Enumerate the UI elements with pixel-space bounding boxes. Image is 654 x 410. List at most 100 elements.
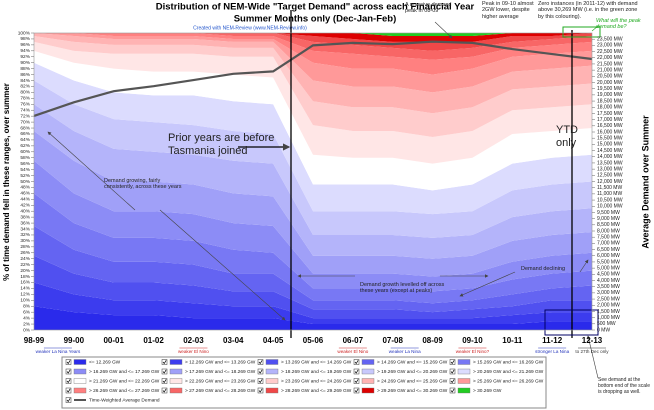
legend-swatch [265,387,279,394]
legend-checkbox [65,368,72,375]
legend-check [258,369,263,374]
y2-tick-label: 14,000 MW [597,154,623,160]
legend-checkbox [353,368,360,375]
legend-checkbox [449,387,456,394]
arrow [459,271,516,297]
arrow [591,25,599,32]
legend-check [162,379,167,384]
legend-label: > 30.269 GW [473,388,502,394]
y-tick-label: 24% [20,256,30,262]
y2-tick-label: 6,000 MW [597,253,620,259]
legend-swatch [73,359,87,365]
y2-tick-label: 1,000 MW [597,315,620,321]
legend-checkbox [161,378,168,384]
plot-area [33,33,593,330]
legend-swatch [73,378,87,384]
chart-title: Summer Months only (Dec-Jan-Feb) [234,14,397,25]
y-tick-label: 60% [20,149,30,155]
area-band [34,33,592,114]
x-tick-label: 04-05 [263,336,284,345]
legend-check [162,388,167,393]
legend-swatch [265,359,279,365]
category-note: weaker La Nina [389,349,421,354]
x-tick-label: 12-13 [582,336,603,345]
legend-label: > 13.269 GW and <= 14.269 GW [281,359,352,365]
area-band [34,282,592,325]
y-tick-label: 36% [20,220,30,226]
arrow [586,335,599,379]
y-tick-label: 96% [20,42,30,48]
y2-tick-label: 10,500 MW [597,197,623,203]
y2-tick-label: 500 MW [597,321,616,327]
arrow [434,21,453,39]
legend-checkbox [65,378,72,384]
legend-swatch [73,387,87,394]
y2-tick-label: 18,000 MW [597,105,623,111]
highlight-box [544,309,599,336]
legend-swatch [169,378,183,384]
y-tick-label: 40% [20,208,30,214]
legend-checkbox [257,368,264,375]
y2-tick-label: 20,000 MW [597,80,623,86]
legend-label: > 26.269 GW and <= 27.269 GW [89,388,160,394]
y-tick-label: 70% [20,119,30,125]
legend-checkbox [449,378,456,384]
y-tick-label: 48% [20,185,30,191]
y-tick-label: 100% [18,30,31,36]
y2-tick-label: 15,500 MW [597,136,623,142]
y2-tick-label: 5,500 MW [597,259,620,265]
legend-check [450,369,455,374]
legend-check [450,388,455,393]
legend-swatch [265,368,279,375]
y2-tick-label: 14,500 MW [597,148,623,154]
legend-label: > 27.269 GW and <= 28.269 GW [185,388,256,394]
y-tick-label: 34% [20,226,30,232]
legend-label: > 22.269 GW and <= 23.269 GW [185,378,256,384]
x-tick-label: 10-11 [502,336,523,345]
legend-check [66,379,71,384]
annotation: What will the peak demand be? [596,18,641,31]
legend-label: > 15.269 GW and <= 16.269 GW [473,359,544,365]
legend-check [354,388,359,393]
y2-tick-label: 11,000 MW [597,191,622,197]
legend-checkbox [449,368,456,375]
y-tick-label: 18% [20,274,30,280]
legend-swatch [169,359,183,365]
legend-check [66,369,71,374]
y2-tick-label: 3,000 MW [597,290,620,296]
legend-label: > 23.269 GW and <= 24.269 GW [281,378,352,384]
x-tick-label: 99-00 [64,336,85,345]
area-band [34,131,592,277]
y2-tick-label: 5,000 MW [597,265,620,271]
y-tick-label: 30% [20,238,30,244]
y2-tick-label: 21,000 MW [597,67,623,73]
legend-label: > 12.269 GW and <= 13.269 GW [185,359,256,365]
legend-label: > 16.269 GW and <= 17.269 GW [89,369,160,375]
legend-label: <= 12.269 GW [89,359,121,365]
legend-check [354,379,359,384]
y-tick-label: 38% [20,214,30,220]
y2-tick-label: 4,000 MW [597,278,620,284]
legend-label: > 28.269 GW and <= 29.269 GW [281,388,352,394]
x-tick-label: 98-99 [24,336,45,345]
y2-tick-label: 8,000 MW [597,228,620,234]
y2-tick-label: 1,500 MW [597,309,620,315]
legend-checkbox [161,387,168,394]
annotation: A massive demand peak in 08-09 [405,2,452,15]
y-tick-label: 22% [20,262,30,268]
y-tick-label: 0% [23,327,31,333]
legend-checkbox [449,359,456,365]
area-band [34,226,592,313]
y-tick-label: 50% [20,179,30,185]
annotation: See demand at the bottom end of the scal… [598,377,650,395]
y2-tick-label: 9,500 MW [597,210,620,216]
area-band [34,104,592,259]
legend-items: <= 12.269 GW > 12.269 GW and <= 13.269 GW… [65,359,544,403]
y-tick-label: 72% [20,113,30,119]
annotation: Demand growth levelled off across these … [360,282,445,295]
legend-check [450,360,455,365]
y2-tick-label: 8,500 MW [597,222,620,228]
legend-check [354,369,359,374]
y-tick-label: 78% [20,96,30,102]
